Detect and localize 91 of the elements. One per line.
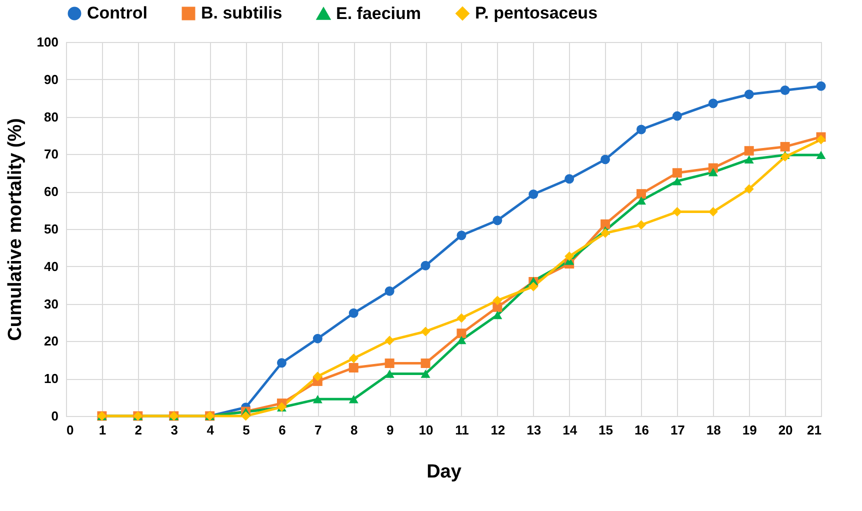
point <box>276 358 286 368</box>
point <box>744 155 754 164</box>
x-tick-label: 13 <box>526 422 542 438</box>
x-tick-label: 7 <box>314 422 322 438</box>
point <box>600 219 610 229</box>
point <box>528 189 538 199</box>
point <box>348 354 358 364</box>
point <box>456 336 466 344</box>
x-tick-label: 2 <box>134 422 142 438</box>
legend-label: B. subtilis <box>201 4 282 23</box>
point <box>420 370 430 378</box>
legend-label: E. faecium <box>336 4 422 23</box>
y-tick-label: 30 <box>44 296 58 312</box>
x-tick-label: 21 <box>807 422 822 438</box>
point <box>528 282 538 292</box>
x-tick-label: 16 <box>634 422 649 438</box>
point <box>672 207 682 217</box>
y-tick-label: 10 <box>44 371 58 386</box>
point <box>636 189 646 199</box>
point <box>744 90 754 100</box>
y-tick-label: 70 <box>44 146 58 162</box>
x-tick-label: 10 <box>418 422 434 438</box>
point <box>744 184 754 194</box>
x-tick-label: 6 <box>278 422 286 438</box>
point <box>600 228 610 238</box>
point <box>384 370 394 378</box>
point <box>420 260 430 270</box>
point <box>348 395 358 404</box>
x-tick-label: 5 <box>242 422 250 438</box>
y-tick-label: 100 <box>36 34 58 50</box>
point <box>780 86 790 95</box>
x-tick-label: 8 <box>350 422 358 438</box>
x-tick-label: 19 <box>742 422 757 438</box>
y-tick-label: 20 <box>44 334 58 349</box>
point <box>708 168 718 176</box>
point <box>456 313 466 323</box>
y-tick-label: 0 <box>51 408 58 424</box>
x-tick-label: 17 <box>670 422 685 438</box>
point <box>636 220 646 230</box>
point <box>348 308 358 318</box>
y-tick-label: 80 <box>44 109 58 124</box>
x-tick-label: 20 <box>778 422 793 438</box>
point <box>420 326 430 336</box>
point <box>780 152 790 162</box>
point <box>492 310 502 320</box>
point <box>312 395 322 404</box>
point <box>636 124 646 134</box>
point <box>672 168 682 178</box>
point <box>384 336 394 346</box>
point <box>744 146 754 156</box>
y-tick-label: 90 <box>44 72 58 87</box>
point <box>600 154 610 164</box>
y-axis-title: Cumulative mortality (%) <box>4 118 26 341</box>
point <box>564 174 574 184</box>
x-tick-label: 18 <box>706 422 721 438</box>
y-tick-label: 40 <box>44 258 58 274</box>
point <box>708 207 718 217</box>
x-tick-label: 1 <box>98 422 106 438</box>
x-tick-label: 15 <box>598 422 614 438</box>
point <box>492 296 502 306</box>
point <box>708 98 718 108</box>
point <box>492 216 502 226</box>
point <box>384 286 394 296</box>
point <box>312 372 322 382</box>
x-tick-label: 11 <box>455 422 469 438</box>
point <box>672 177 682 186</box>
point <box>672 111 682 121</box>
x-tick-label: 14 <box>562 422 578 438</box>
y-tick-label: 50 <box>44 222 58 236</box>
x-tick-label: 9 <box>386 422 394 438</box>
point <box>780 142 790 152</box>
x-axis-title: Day <box>426 462 462 482</box>
point <box>312 334 322 344</box>
y-tick-label: 60 <box>44 184 58 200</box>
point <box>420 358 430 368</box>
point <box>456 328 466 338</box>
point <box>241 411 251 421</box>
point <box>816 150 826 160</box>
point <box>384 358 394 368</box>
point <box>816 81 826 91</box>
x-tick-label: 0 <box>66 422 74 438</box>
point <box>564 252 574 262</box>
point <box>492 302 502 312</box>
x-tick-label: 4 <box>206 422 215 438</box>
legend-label: Control <box>87 4 148 23</box>
x-tick-label: 12 <box>490 422 506 438</box>
point <box>348 363 358 372</box>
point <box>456 230 466 240</box>
x-tick-label: 3 <box>170 422 178 438</box>
point <box>816 134 826 144</box>
legend-label: P. pentosaceus <box>475 4 598 23</box>
